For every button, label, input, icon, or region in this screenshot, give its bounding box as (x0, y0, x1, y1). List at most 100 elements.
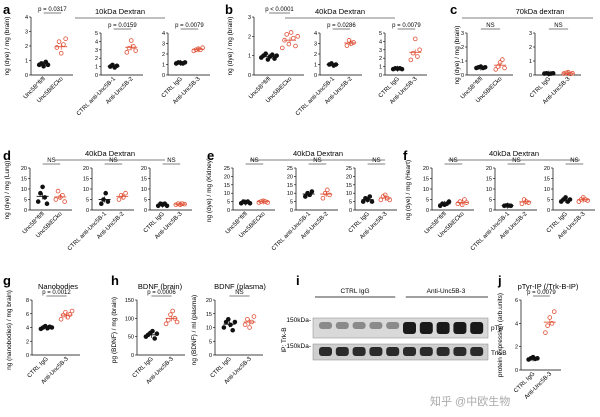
p-value-label: p = 0.0159 (108, 23, 137, 29)
p-value-label: p = 0.0286 (327, 23, 356, 29)
data-point (585, 198, 590, 203)
y-tick-label: 0 (547, 208, 550, 214)
y-tick-label: 0 (529, 73, 532, 79)
data-point (170, 308, 175, 314)
y-tick-label: 10 (206, 326, 212, 332)
y-tick-label: 5 (144, 198, 147, 204)
band-ptyr (436, 322, 450, 334)
y-tick-label: 1 (461, 59, 464, 65)
data-point (69, 308, 75, 314)
data-point (526, 200, 531, 205)
y-tick-label: 0 (349, 208, 352, 214)
y-tick-label: 3 (461, 31, 464, 37)
band-label-ptyr: pTyr (491, 325, 504, 332)
data-point (284, 32, 290, 37)
y-axis-label-b: ng (dye) / mg (brain) (227, 17, 234, 76)
p-value-label: p = 0.0079 (527, 290, 556, 296)
data-point (165, 317, 171, 323)
y-tick-label: 100 (125, 316, 134, 322)
y-tick-label: 0 (24, 208, 27, 214)
y-tick-label: 25 (346, 166, 352, 172)
data-point (247, 200, 253, 206)
p-value-label: NS (372, 158, 380, 164)
data-point (67, 312, 73, 317)
p-value-label: p = 0.0317 (38, 7, 67, 13)
data-point (38, 190, 43, 196)
y-tick-label: 0 (162, 73, 165, 79)
data-point (182, 60, 188, 65)
y-tick-label: 10 (287, 191, 293, 197)
band-trkb (403, 347, 416, 356)
data-point (344, 43, 350, 48)
y-tick-label: 15 (486, 177, 492, 183)
y-tick-label: 0 (86, 208, 89, 214)
data-point (367, 194, 373, 199)
y-tick-label: 0 (95, 73, 98, 79)
y-tick-label: 15 (224, 183, 230, 189)
p-value-label: p = 0.0006 (147, 290, 176, 296)
y-tick-label: 20 (544, 166, 550, 172)
data-point (408, 57, 414, 63)
data-point (369, 199, 375, 204)
data-point (256, 200, 262, 205)
y-tick-label: 3 (314, 42, 317, 48)
data-point (322, 190, 328, 196)
p-value-label: NS (554, 23, 562, 29)
y-tick-label: 5 (209, 339, 212, 345)
band-trkb (319, 347, 332, 356)
data-point (62, 199, 67, 204)
panel-title-h2: BDNF (plasma) (214, 282, 266, 291)
y-tick-label: 25 (224, 166, 230, 172)
y-tick-label: 3 (95, 48, 98, 54)
y-axis-label-g: ng (nanobodies) / mg brain) (6, 290, 13, 370)
y-tick-label: 2 (515, 345, 518, 351)
ip-label: IP: Trk-B (281, 327, 288, 352)
band-trkb (369, 347, 383, 356)
y-tick-label: 5 (379, 31, 382, 37)
y-tick-label: 3 (379, 48, 382, 54)
band-trkb (335, 347, 349, 356)
data-point (40, 184, 45, 190)
y-tick-label: 1 (379, 65, 382, 71)
y-tick-label: 10 (346, 191, 352, 197)
y-tick-label: 0 (131, 353, 134, 359)
y-tick-label: 1 (314, 63, 317, 69)
data-point (415, 54, 420, 59)
data-point (302, 194, 308, 199)
panel-letter-a: a (3, 2, 11, 17)
marker-label-1: 150kDa- (286, 317, 311, 324)
data-point (543, 330, 548, 335)
y-tick-label: 0 (379, 73, 382, 79)
data-point (58, 316, 64, 322)
data-point (128, 38, 134, 43)
panel-title-b: 40kDa Dextran (315, 7, 365, 16)
y-tick-label: 15 (287, 183, 293, 189)
y-tick-label: 3 (162, 42, 165, 48)
y-axis-label-a: ng (dye) / mg (brain) (4, 17, 11, 76)
p-value-label: NS (512, 158, 520, 164)
data-point (131, 44, 136, 49)
p-value-label: p = 0.0012 (42, 290, 71, 296)
y-tick-label: 0 (144, 208, 147, 214)
panel-title-f: 40kDa Dextran (489, 149, 539, 158)
y-axis-label-d: ng (dye) / mg (Lung) (4, 161, 11, 220)
y-tick-label: 5 (349, 200, 352, 206)
y-tick-label: 2 (461, 45, 464, 51)
y-tick-label: 20 (346, 174, 352, 180)
y-tick-label: 0 (209, 353, 212, 359)
data-point (547, 315, 553, 320)
data-point (242, 322, 248, 328)
